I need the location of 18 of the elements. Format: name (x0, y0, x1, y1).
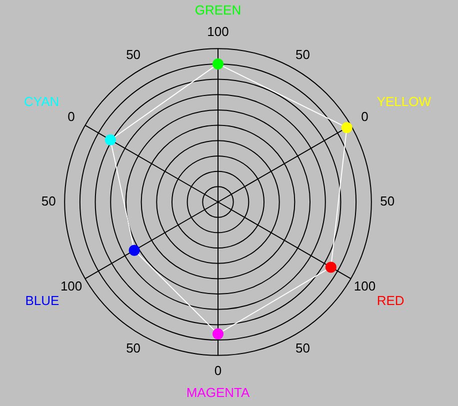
text: 50 (380, 194, 395, 209)
spoke-label: YELLOW (376, 94, 432, 110)
spoke-label: GREEN (194, 2, 242, 18)
spoke-label: BLUE (25, 293, 60, 308)
text: 0 (361, 108, 368, 124)
text: 0 (68, 108, 75, 124)
text: 100 (60, 278, 82, 294)
spoke-label: MAGENTA (186, 384, 250, 400)
text: 100 (354, 278, 376, 294)
text: 50 (295, 46, 310, 62)
text: 50 (295, 340, 310, 356)
text: 50 (41, 194, 56, 209)
text: 100 (207, 24, 229, 40)
text: 0 (214, 362, 222, 378)
text: 50 (126, 46, 141, 62)
text: 50 (126, 340, 141, 356)
spoke-label: CYAN (24, 94, 60, 110)
spoke-label: RED (376, 293, 404, 308)
